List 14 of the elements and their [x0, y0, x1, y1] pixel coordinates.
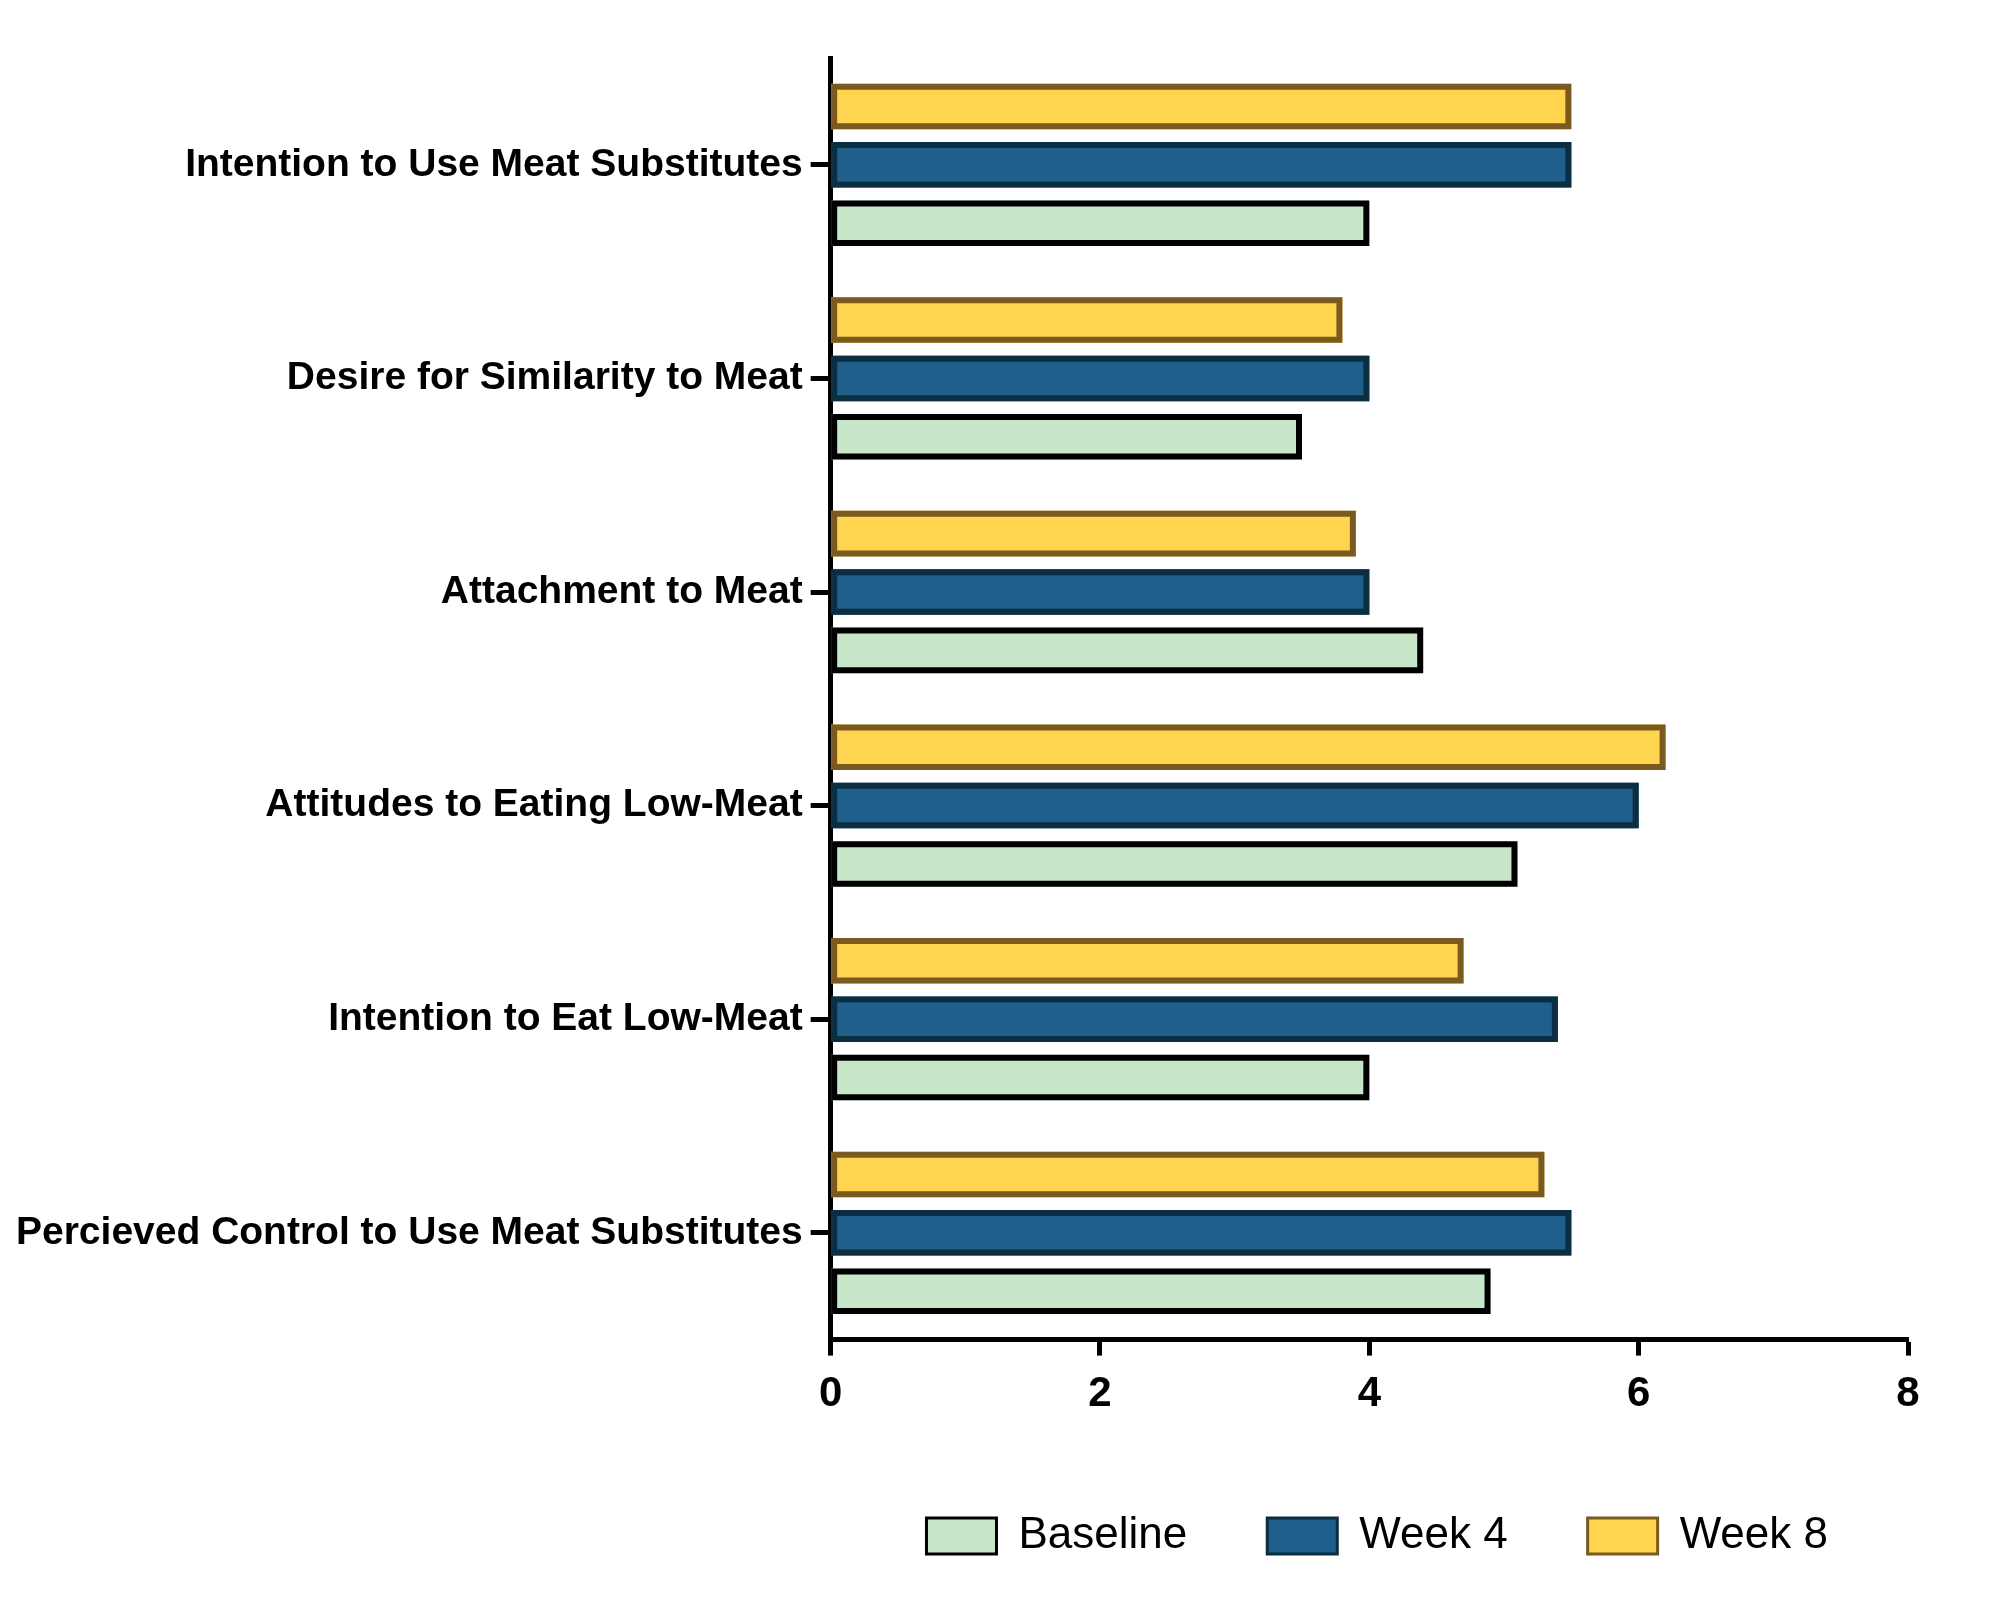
y-tick-label: Attitudes to Eating Low-Meat [265, 781, 803, 825]
y-tick-label: Attachment to Meat [440, 567, 803, 611]
y-tick-label: Intention to Eat Low-Meat [328, 994, 803, 1038]
x-tick-label: 0 [818, 1368, 843, 1416]
legend-label: Week 4 [1359, 1508, 1508, 1558]
x-tick-label: 6 [1626, 1368, 1651, 1416]
legend-label: Baseline [1018, 1508, 1188, 1558]
y-tick-label: Intention to Use Meat Substitutes [185, 140, 803, 184]
x-tick-label: 2 [1088, 1368, 1112, 1416]
legend-label: Week 8 [1679, 1508, 1828, 1558]
y-tick-label: Percieved Control to Use Meat Substitutes [15, 1208, 803, 1252]
x-tick-label: 8 [1896, 1368, 1920, 1416]
x-tick-label: 4 [1357, 1368, 1382, 1416]
y-tick-label: Desire for Similarity to Meat [286, 354, 803, 398]
